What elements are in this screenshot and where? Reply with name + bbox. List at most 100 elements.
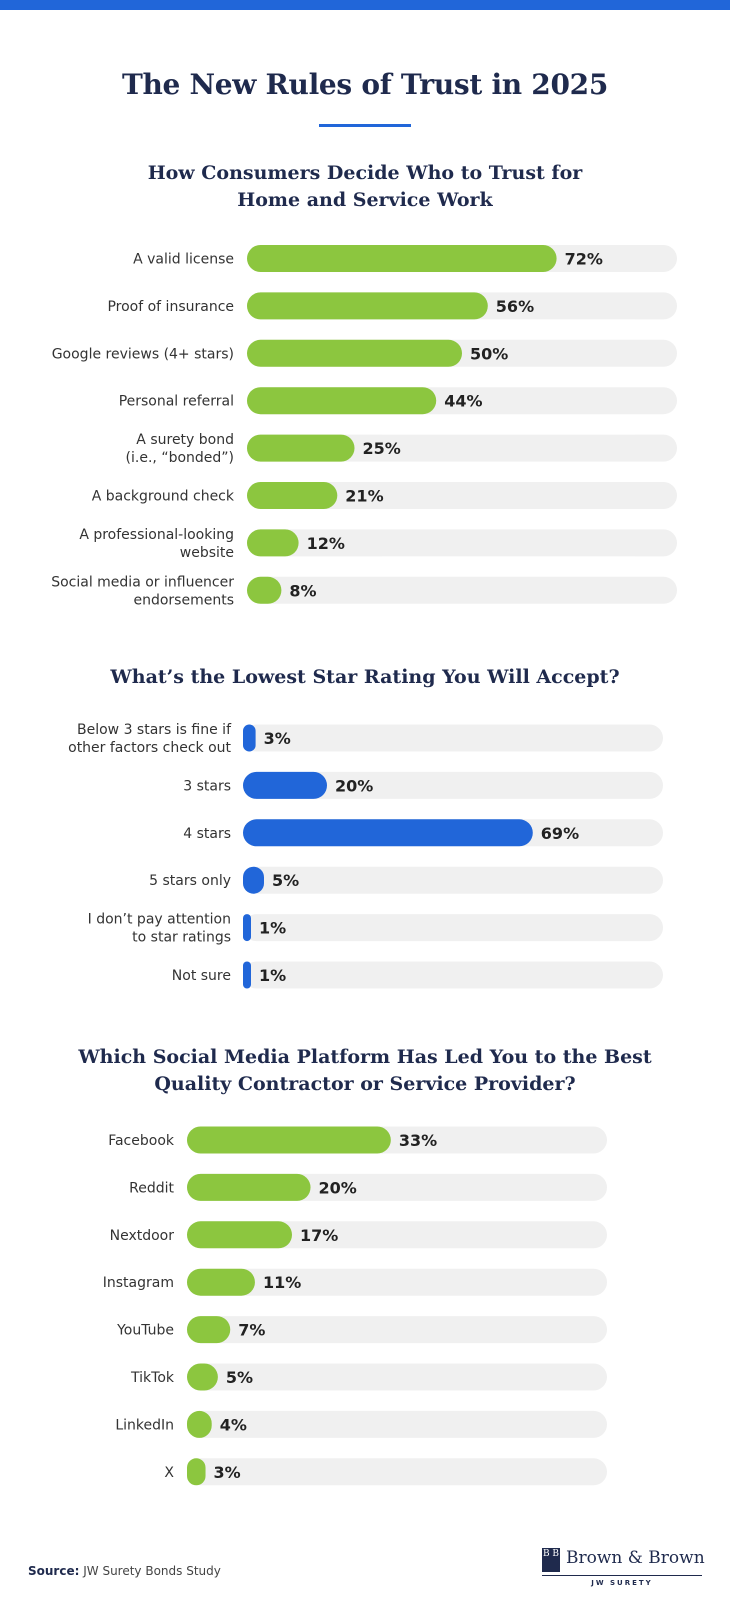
- category-label: A surety bond: [136, 432, 234, 448]
- logo-subtitle: JW SURETY: [591, 1579, 653, 1587]
- bar: [187, 1221, 292, 1249]
- chart-3-title-line-1: Which Social Media Platform Has Led You …: [78, 1046, 652, 1068]
- value-label: 33%: [399, 1131, 437, 1150]
- bar: [243, 961, 251, 989]
- value-label: 1%: [259, 919, 286, 938]
- category-label: Personal referral: [119, 394, 234, 410]
- bar: [187, 1268, 255, 1296]
- value-label: 25%: [363, 439, 401, 458]
- category-label: I don’t pay attention: [88, 912, 231, 928]
- bar: [247, 387, 437, 415]
- value-label: 56%: [496, 297, 534, 316]
- bar-track: [187, 1316, 607, 1344]
- category-label: Social media or influencer: [51, 574, 234, 590]
- category-label: YouTube: [116, 1323, 174, 1339]
- bar: [187, 1126, 391, 1154]
- logo-emblem-icon: B B: [542, 1548, 560, 1572]
- value-label: 72%: [565, 250, 603, 269]
- bar: [247, 434, 355, 462]
- category-label: 3 stars: [183, 778, 231, 794]
- bar: [187, 1410, 212, 1438]
- bar: [247, 245, 557, 272]
- chart-1-title-line-1: How Consumers Decide Who to Trust for: [147, 162, 583, 184]
- bar-track: [187, 1410, 607, 1438]
- category-label: A valid license: [133, 252, 234, 268]
- category-label: 4 stars: [183, 826, 231, 842]
- category-label: Facebook: [108, 1133, 175, 1149]
- trust-factors-chart: 72% A valid license 56% Proof of insurance 5…: [51, 245, 677, 608]
- bar: [247, 482, 338, 509]
- category-label: Proof of insurance: [107, 299, 234, 315]
- value-label: 3%: [214, 1463, 241, 1482]
- bar-track: [187, 1363, 607, 1391]
- bar: [243, 724, 256, 752]
- title-underline: [319, 124, 411, 127]
- category-label: Not sure: [172, 968, 231, 984]
- bar: [247, 529, 299, 557]
- category-label: Google reviews (4+ stars): [52, 346, 234, 362]
- value-label: 20%: [335, 776, 373, 795]
- category-label: other factors check out: [68, 740, 231, 756]
- value-label: 12%: [307, 534, 345, 553]
- bar: [247, 292, 488, 320]
- chart-2-title: What’s the Lowest Star Rating You Will A…: [0, 664, 730, 691]
- star-rating-chart: 3% Below 3 stars is fine if other factors …: [68, 722, 663, 989]
- bar-track: [247, 482, 677, 509]
- bar: [243, 866, 264, 894]
- value-label: 7%: [238, 1321, 265, 1340]
- source-text: JW Surety Bonds Study: [83, 1564, 221, 1578]
- bar: [187, 1173, 311, 1201]
- category-label: X: [164, 1465, 174, 1481]
- chart-1-title-line-2: Home and Service Work: [237, 189, 493, 211]
- bar-track: [243, 771, 663, 799]
- bar: [247, 576, 282, 604]
- value-label: 5%: [226, 1368, 253, 1387]
- bar-track: [187, 1458, 607, 1486]
- category-label: endorsements: [133, 592, 234, 608]
- bar: [187, 1458, 206, 1486]
- value-label: 11%: [263, 1273, 301, 1292]
- source-label: Source:: [28, 1564, 80, 1578]
- value-label: 20%: [319, 1178, 357, 1197]
- bar-track: [247, 529, 677, 557]
- chart-3-title-line-2: Quality Contractor or Service Provider?: [154, 1073, 576, 1095]
- value-label: 21%: [345, 487, 383, 506]
- value-label: 17%: [300, 1226, 338, 1245]
- bar-track: [243, 866, 663, 894]
- value-label: 8%: [289, 581, 316, 600]
- chart-2-title-line-1: What’s the Lowest Star Rating You Will A…: [110, 666, 620, 688]
- category-label: LinkedIn: [115, 1417, 174, 1433]
- bar: [247, 339, 462, 367]
- category-label: website: [180, 545, 234, 561]
- page-title: The New Rules of Trust in 2025: [121, 68, 609, 101]
- value-label: 1%: [259, 966, 286, 985]
- category-label: Reddit: [129, 1180, 174, 1196]
- bar-track: [187, 1268, 607, 1296]
- value-label: 50%: [470, 344, 508, 363]
- source-note: Source: JW Surety Bonds Study: [28, 1564, 221, 1578]
- bar-track: [247, 576, 677, 604]
- category-label: to star ratings: [132, 930, 231, 946]
- bar-track: [243, 961, 663, 989]
- value-label: 4%: [220, 1415, 247, 1434]
- bar-track: [187, 1221, 607, 1249]
- social-platform-chart: 33% Facebook 20% Reddit 17% Nextdoor 11% Instag…: [103, 1126, 607, 1486]
- top-accent-strip: [0, 0, 730, 10]
- value-label: 3%: [264, 729, 291, 748]
- bar: [187, 1316, 231, 1344]
- value-label: 69%: [541, 824, 579, 843]
- logo-divider: [542, 1575, 702, 1576]
- value-label: 44%: [444, 392, 482, 411]
- logo-name: Brown & Brown: [566, 1548, 705, 1568]
- bar: [243, 914, 251, 942]
- bar: [243, 771, 327, 799]
- category-label: TikTok: [130, 1370, 175, 1386]
- category-label: Instagram: [103, 1275, 174, 1291]
- bar-track: [243, 914, 663, 942]
- brown-and-brown-logo: B B Brown & Brown JW SURETY: [542, 1548, 705, 1588]
- category-label: Below 3 stars is fine if: [77, 722, 232, 738]
- bar: [243, 819, 533, 847]
- chart-3-title: Which Social Media Platform Has Led You …: [0, 1044, 730, 1098]
- chart-1-title: How Consumers Decide Who to Trust for Ho…: [0, 160, 730, 214]
- category-label: (i.e., “bonded”): [126, 450, 234, 466]
